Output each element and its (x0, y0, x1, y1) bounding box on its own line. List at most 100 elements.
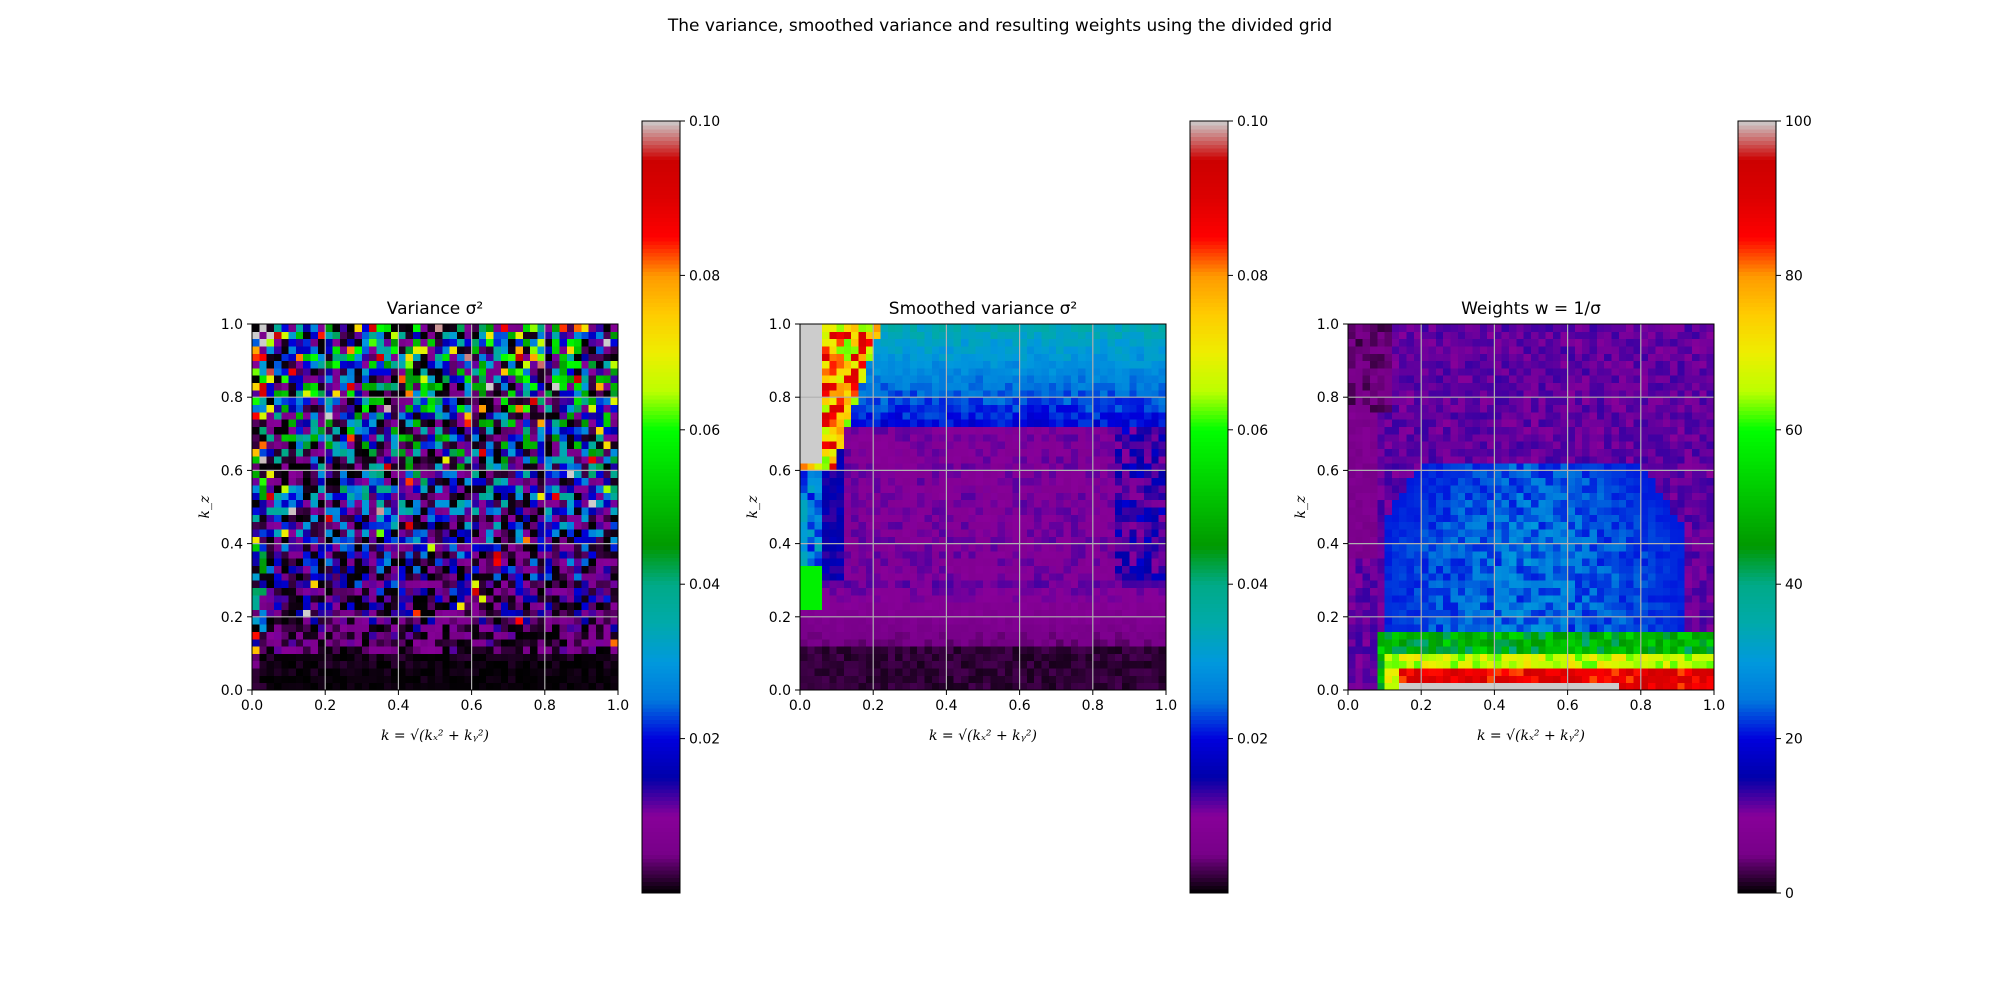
heatmap-cell (814, 477, 823, 486)
heatmap-cell (1070, 499, 1079, 508)
heatmap-cell (478, 411, 487, 420)
heatmap-cell (596, 360, 604, 369)
heatmap-cell (266, 602, 275, 610)
heatmap-cell (931, 638, 940, 647)
heatmap-cell (1122, 433, 1130, 442)
heatmap-cell (596, 653, 604, 662)
heatmap-cell (471, 572, 480, 581)
heatmap-cell (464, 411, 473, 420)
heatmap-cell (581, 331, 590, 340)
heatmap-cell (858, 382, 867, 391)
heatmap-cell (471, 631, 480, 640)
heatmap-cell (1048, 470, 1057, 479)
heatmap-cell (303, 675, 312, 684)
heatmap-cell (471, 521, 480, 530)
heatmap-cell (515, 485, 524, 493)
heatmap-cell (829, 638, 838, 647)
heatmap-cell (836, 616, 845, 625)
heatmap-cell (610, 536, 619, 545)
heatmap-cell (1107, 397, 1116, 406)
heatmap-cell (266, 514, 275, 523)
heatmap-cell (610, 455, 619, 464)
heatmap-cell (1100, 528, 1108, 537)
heatmap-cell (295, 580, 304, 589)
heatmap-cell (398, 565, 407, 574)
heatmap-cell (361, 375, 370, 384)
heatmap-cell (354, 572, 363, 581)
heatmap-cell (530, 375, 538, 384)
heatmap-cell (303, 411, 312, 420)
heatmap-cell (559, 426, 568, 435)
heatmap-cell (873, 616, 882, 625)
heatmap-cell (537, 331, 546, 340)
heatmap-cell (807, 536, 816, 545)
heatmap-cell (961, 543, 969, 552)
heatmap-cell (420, 463, 429, 471)
heatmap-cell (325, 382, 334, 391)
heatmap-cell (420, 675, 429, 684)
heatmap-cell (581, 602, 590, 610)
heatmap-cell (325, 587, 334, 596)
heatmap-cell (508, 499, 517, 508)
colorbar-segment (642, 703, 680, 709)
colorbar-segment (642, 151, 680, 157)
heatmap-cell (1129, 675, 1138, 684)
heatmap-cell (544, 616, 553, 625)
heatmap-cell (1144, 653, 1152, 662)
heatmap-cell (836, 426, 845, 435)
heatmap-cell (1034, 463, 1043, 471)
heatmap-cell (325, 345, 334, 354)
heatmap-cell (909, 404, 918, 413)
heatmap-cell (1129, 572, 1138, 581)
heatmap-cell (288, 360, 297, 369)
heatmap-cell (858, 477, 867, 486)
heatmap-cell (1034, 411, 1043, 420)
heatmap-cell (281, 360, 290, 369)
heatmap-cell (522, 550, 531, 559)
colorbar-segment (642, 684, 680, 690)
heatmap-cell (931, 536, 940, 545)
heatmap-cell (515, 448, 524, 457)
heatmap-cell (522, 463, 531, 471)
heatmap-cell (997, 660, 1006, 669)
heatmap-cell (486, 528, 495, 537)
heatmap-cell (383, 448, 392, 457)
heatmap-cell (931, 367, 940, 376)
heatmap-cell (559, 507, 568, 515)
heatmap-cell (880, 477, 889, 486)
heatmap-cell (603, 594, 612, 603)
heatmap-cell (1085, 492, 1094, 501)
heatmap-cell (946, 602, 955, 610)
heatmap-cell (807, 448, 816, 457)
heatmap-cell (1136, 470, 1145, 479)
heatmap-cell (530, 492, 538, 501)
heatmap-cell (273, 353, 282, 362)
heatmap-cell (1085, 419, 1094, 427)
heatmap-cell (983, 558, 991, 567)
heatmap-cell (800, 507, 808, 515)
heatmap-cell (332, 382, 341, 391)
heatmap-cell (478, 660, 487, 669)
heatmap-cell (369, 411, 377, 420)
heatmap-cell (588, 624, 597, 632)
heatmap-cell (361, 485, 370, 493)
heatmap-cell (1100, 441, 1108, 449)
heatmap-cell (295, 543, 304, 552)
heatmap-cell (851, 543, 860, 552)
heatmap-cell (1034, 609, 1043, 618)
heatmap-cell (339, 345, 348, 354)
colorbar-segment (642, 333, 680, 338)
heatmap-cell (376, 360, 385, 369)
heatmap-cell (493, 572, 502, 581)
heatmap-cell (332, 550, 341, 559)
heatmap-cell (295, 550, 304, 559)
colorbar-segment (642, 557, 680, 562)
heatmap-cell (946, 572, 955, 581)
heatmap-cell (924, 463, 933, 471)
heatmap-cell (486, 521, 495, 530)
colorbar-segment (642, 263, 680, 269)
heatmap-cell (295, 345, 304, 354)
heatmap-cell (354, 616, 363, 625)
heatmap-cell (456, 433, 465, 442)
heatmap-cell (508, 375, 517, 384)
